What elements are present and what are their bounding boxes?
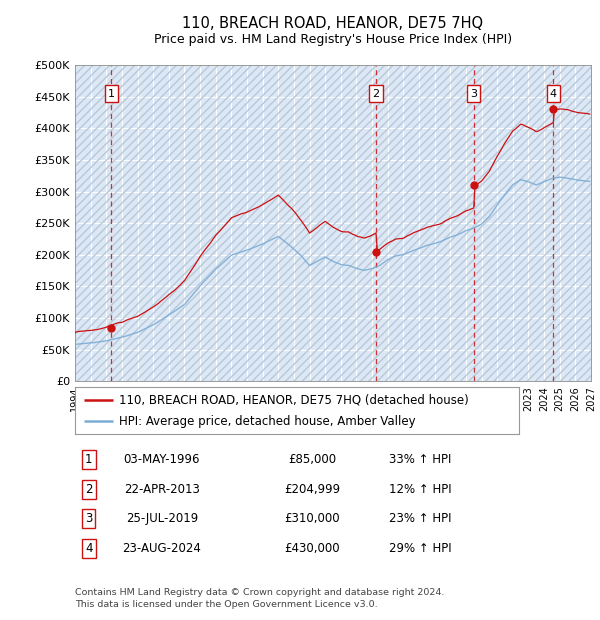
Text: £204,999: £204,999 bbox=[284, 483, 340, 495]
Text: 4: 4 bbox=[85, 542, 92, 555]
Text: 110, BREACH ROAD, HEANOR, DE75 7HQ: 110, BREACH ROAD, HEANOR, DE75 7HQ bbox=[182, 16, 484, 31]
Text: £85,000: £85,000 bbox=[288, 453, 336, 466]
Text: 4: 4 bbox=[550, 89, 557, 99]
Text: 03-MAY-1996: 03-MAY-1996 bbox=[124, 453, 200, 466]
Text: 2: 2 bbox=[85, 483, 92, 495]
Text: £430,000: £430,000 bbox=[284, 542, 340, 555]
Text: 3: 3 bbox=[85, 513, 92, 525]
Text: 1: 1 bbox=[85, 453, 92, 466]
Text: Price paid vs. HM Land Registry's House Price Index (HPI): Price paid vs. HM Land Registry's House … bbox=[154, 33, 512, 46]
Text: HPI: Average price, detached house, Amber Valley: HPI: Average price, detached house, Ambe… bbox=[119, 415, 416, 428]
Text: 29% ↑ HPI: 29% ↑ HPI bbox=[389, 542, 451, 555]
Text: 1: 1 bbox=[108, 89, 115, 99]
Text: 23% ↑ HPI: 23% ↑ HPI bbox=[389, 513, 451, 525]
Text: 12% ↑ HPI: 12% ↑ HPI bbox=[389, 483, 451, 495]
Text: 23-AUG-2024: 23-AUG-2024 bbox=[122, 542, 202, 555]
Text: 33% ↑ HPI: 33% ↑ HPI bbox=[389, 453, 451, 466]
Text: 22-APR-2013: 22-APR-2013 bbox=[124, 483, 200, 495]
Text: 3: 3 bbox=[470, 89, 477, 99]
Text: 110, BREACH ROAD, HEANOR, DE75 7HQ (detached house): 110, BREACH ROAD, HEANOR, DE75 7HQ (deta… bbox=[119, 393, 469, 406]
Text: 2: 2 bbox=[373, 89, 380, 99]
Text: £310,000: £310,000 bbox=[284, 513, 340, 525]
Text: Contains HM Land Registry data © Crown copyright and database right 2024.
This d: Contains HM Land Registry data © Crown c… bbox=[75, 588, 445, 609]
Text: 25-JUL-2019: 25-JUL-2019 bbox=[126, 513, 198, 525]
